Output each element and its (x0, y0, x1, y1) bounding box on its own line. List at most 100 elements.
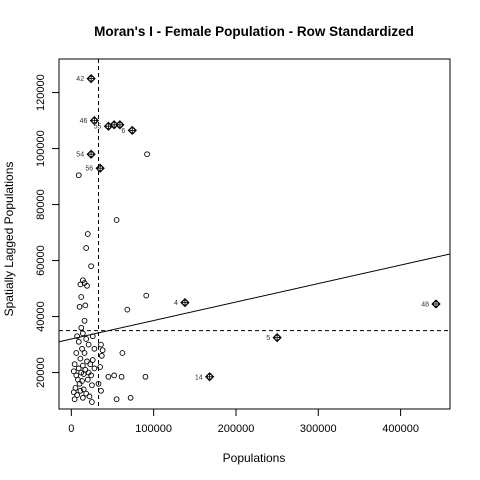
influential-circle (105, 123, 112, 129)
influential-circle (274, 334, 280, 341)
data-point (124, 306, 131, 313)
influential-circle (91, 117, 98, 124)
data-point (88, 263, 94, 270)
data-point (80, 371, 87, 377)
data-point (75, 338, 82, 345)
x-axis-label: Populations (223, 451, 286, 465)
data-point (89, 399, 95, 405)
data-point (80, 386, 87, 393)
data-point (71, 396, 78, 403)
influential-point-label: 56 (85, 166, 93, 173)
data-point (84, 231, 91, 237)
influential-circle (129, 127, 136, 134)
data-point (80, 362, 86, 369)
y-tick-label: 80000 (35, 189, 47, 220)
influential-point-label: 42 (76, 76, 84, 83)
data-point (113, 217, 120, 223)
x-axis: 0 100000 200000 300000 400000 (68, 408, 419, 435)
influential-point (86, 73, 96, 84)
influential-point (115, 120, 125, 130)
data-point (86, 393, 93, 400)
data-point (91, 345, 98, 352)
data-point (80, 394, 86, 401)
influential-circle (88, 151, 94, 157)
influential-circle (182, 299, 188, 306)
data-point (84, 282, 90, 289)
data-point (84, 358, 90, 365)
y-tick-label: 20000 (35, 357, 47, 388)
data-point (83, 336, 90, 342)
influential-point-label: 48 (421, 302, 429, 309)
data-point (79, 345, 85, 352)
data-point (105, 373, 112, 380)
data-point (75, 172, 82, 179)
y-tick-label: 120000 (35, 74, 47, 111)
y-tick-label: 100000 (35, 130, 47, 167)
influential-circle (206, 373, 213, 380)
data-point (82, 302, 89, 309)
data-point (118, 373, 125, 380)
data-point (95, 380, 102, 387)
data-point (78, 294, 85, 300)
y-tick-label: 60000 (35, 245, 47, 276)
influential-point-label: 55 (94, 124, 102, 131)
data-point (127, 394, 134, 401)
influential-points (86, 73, 441, 382)
y-axis-label: Spatially Lagged Populations (2, 162, 16, 317)
influential-point-label: 5 (266, 335, 270, 342)
x-tick-label: 200000 (218, 423, 255, 435)
data-point (73, 350, 80, 356)
data-point (87, 361, 94, 368)
y-tick-label: 40000 (35, 301, 47, 332)
influential-point (89, 115, 100, 126)
influential-point (205, 372, 215, 382)
data-point (74, 392, 80, 398)
data-point (89, 382, 95, 389)
data-point (119, 350, 126, 356)
chart-title: Moran's I - Female Population - Row Stan… (94, 24, 414, 39)
influential-point-label: 46 (80, 118, 88, 125)
data-point (75, 365, 82, 372)
data-point (88, 372, 94, 379)
data-point (76, 303, 83, 310)
influential-circle (433, 301, 439, 307)
influential-circle (88, 75, 94, 82)
data-point (81, 350, 88, 356)
influential-point-label: 14 (195, 374, 203, 381)
influential-point (127, 125, 137, 136)
data-point (83, 245, 90, 251)
guide-lines (59, 59, 450, 409)
data-point (142, 373, 149, 380)
data-point (77, 387, 84, 394)
data-point (70, 368, 77, 375)
data-point (80, 330, 86, 337)
data-point (111, 372, 118, 379)
plot-area (59, 59, 450, 409)
data-point (78, 324, 85, 331)
data-point (113, 396, 120, 403)
influential-point-label: 54 (76, 152, 84, 159)
data-point (77, 281, 84, 288)
data-point (71, 361, 78, 368)
data-point (98, 387, 104, 394)
influential-point (272, 332, 282, 343)
regression-line (59, 253, 450, 343)
data-point (76, 380, 83, 387)
influential-point-label: 4 (174, 300, 178, 307)
plot-frame (58, 58, 451, 410)
x-tick-label: 300000 (300, 423, 337, 435)
data-point (83, 390, 90, 397)
influential-point (86, 149, 96, 159)
data-point (89, 357, 96, 363)
data-point (81, 317, 88, 324)
data-point (77, 355, 84, 362)
data-point (89, 333, 96, 340)
x-tick-label: 0 (68, 423, 74, 435)
data-point (84, 376, 91, 383)
influential-point-label: 6 (121, 128, 125, 135)
x-tick-label: 400000 (382, 423, 419, 435)
data-points (70, 151, 150, 405)
data-point (98, 352, 105, 359)
